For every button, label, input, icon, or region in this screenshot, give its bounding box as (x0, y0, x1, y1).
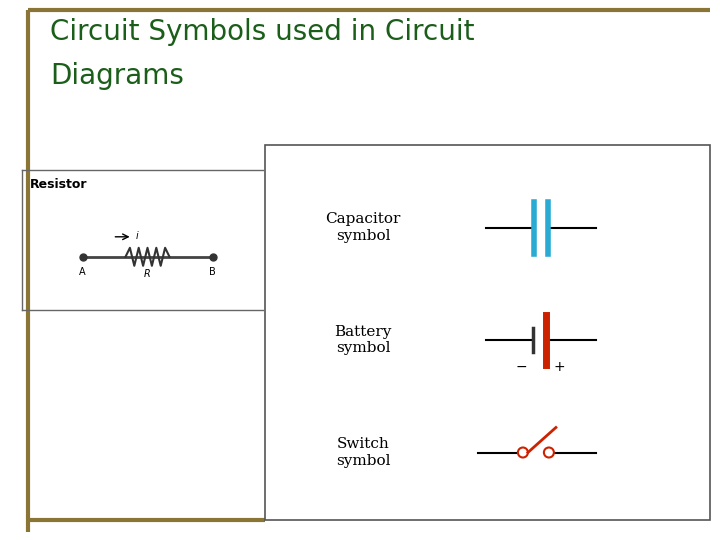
Text: Battery
symbol: Battery symbol (334, 325, 392, 355)
Text: −: − (515, 360, 527, 374)
Text: Resistor: Resistor (30, 178, 88, 191)
Text: Switch
symbol: Switch symbol (336, 437, 390, 468)
Text: i: i (135, 231, 138, 241)
Text: Diagrams: Diagrams (50, 62, 184, 90)
Circle shape (518, 448, 528, 457)
FancyBboxPatch shape (265, 145, 710, 520)
Circle shape (544, 448, 554, 457)
Text: B: B (209, 267, 216, 277)
Text: R: R (144, 269, 151, 279)
Text: +: + (553, 360, 564, 374)
Text: Circuit Symbols used in Circuit: Circuit Symbols used in Circuit (50, 18, 474, 46)
Text: Capacitor
symbol: Capacitor symbol (325, 212, 400, 242)
Text: A: A (79, 267, 86, 277)
